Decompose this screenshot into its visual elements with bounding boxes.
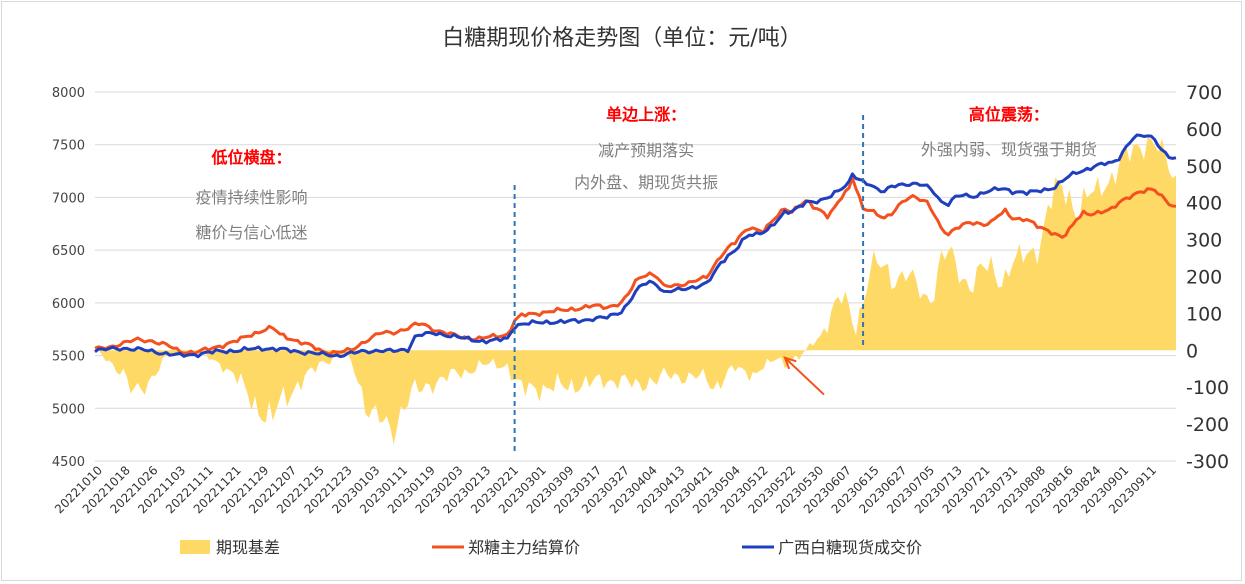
y-right-tick-label: 500 (1186, 156, 1222, 178)
annotation-arrow (784, 356, 825, 396)
phase-note: 减产预期落实 (598, 141, 694, 160)
legend-label: 广西白糖现货成交价 (778, 538, 922, 557)
y-right-tick-label: 600 (1186, 119, 1222, 141)
phase-title: 单边上涨： (606, 105, 686, 124)
y-right-tick-label: -300 (1186, 451, 1229, 473)
y-right-tick-label: -100 (1186, 377, 1229, 399)
y-right-tick-label: 0 (1186, 340, 1198, 362)
y-left-tick-label: 6000 (52, 297, 85, 312)
legend-swatch (180, 540, 210, 554)
phase-note: 内外盘、期现货共振 (574, 173, 718, 192)
y-left-tick-label: 8000 (52, 86, 85, 101)
y-right-tick-label: 100 (1186, 303, 1222, 325)
phase-title: 低位横盘： (210, 148, 291, 167)
y-left-tick-label: 7500 (52, 139, 85, 154)
arrow-head (783, 356, 797, 370)
legend-label: 郑糖主力结算价 (468, 538, 580, 557)
phase-note: 糖价与信心低迷 (195, 223, 307, 242)
phase-title: 高位震荡： (969, 105, 1049, 124)
y-right-tick-label: 300 (1186, 230, 1222, 252)
phase-note: 外强内弱、现货强于期货 (921, 140, 1097, 159)
legend-label: 期现基差 (216, 538, 280, 557)
y-left-tick-label: 5000 (52, 402, 85, 417)
spot-price-line (94, 133, 1177, 359)
y-left-tick-label: 6500 (52, 244, 85, 259)
basis-area (95, 137, 1176, 445)
y-right-tick-label: 700 (1186, 82, 1222, 104)
chart-title: 白糖期现价格走势图（单位：元/吨） (442, 26, 801, 51)
y-right-tick-label: 200 (1186, 267, 1222, 289)
y-right-tick-label: 400 (1186, 193, 1222, 215)
y-left-tick-label: 4500 (52, 455, 85, 470)
y-left-tick-label: 5500 (52, 350, 85, 365)
y-left-tick-label: 7000 (52, 191, 85, 206)
futures-price-line (94, 176, 1177, 356)
y-right-tick-label: -200 (1186, 414, 1229, 436)
phase-note: 疫情持续性影响 (195, 188, 307, 207)
